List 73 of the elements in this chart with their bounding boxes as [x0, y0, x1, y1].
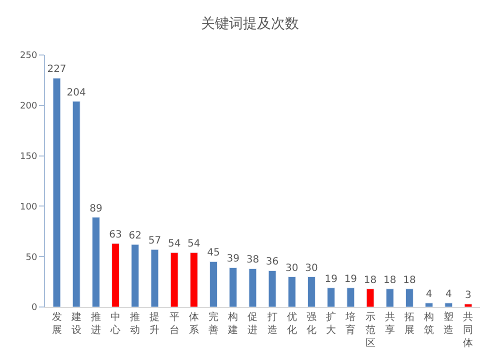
data-label: 54	[168, 238, 181, 250]
bar	[210, 261, 218, 307]
x-tick-label: 提升	[150, 311, 160, 336]
bar	[268, 270, 276, 307]
bar	[248, 268, 257, 307]
data-label: 18	[384, 274, 396, 286]
bar	[405, 288, 414, 307]
x-tick-label: 塑造	[444, 311, 454, 336]
data-label: 18	[403, 274, 416, 286]
bar	[464, 304, 472, 307]
y-tick-label: 100	[20, 202, 38, 212]
x-tick-label: 完善	[208, 311, 219, 336]
bar	[425, 302, 434, 307]
x-tick-label: 建设	[70, 311, 82, 336]
x-tick-label: 扩大	[326, 311, 336, 336]
x-tick-label: 发展	[52, 312, 62, 336]
bar	[131, 244, 140, 307]
bar	[72, 101, 80, 307]
bar	[386, 288, 394, 307]
data-label: 30	[305, 262, 318, 274]
data-label: 38	[246, 254, 260, 266]
x-tick-label: 体系	[188, 311, 199, 336]
bar	[288, 276, 296, 307]
bar	[346, 288, 355, 307]
data-label: 204	[66, 87, 86, 98]
x-tick-label: 强化	[306, 312, 316, 336]
data-label: 57	[148, 236, 162, 247]
data-label: 227	[47, 64, 66, 76]
chart-title: 关键词提及次数	[201, 16, 299, 32]
data-label: 3	[465, 290, 472, 301]
bar	[112, 243, 120, 307]
x-tick-label: 示范区	[365, 312, 376, 349]
data-label: 30	[286, 262, 298, 274]
bar	[52, 78, 61, 307]
data-label: 19	[344, 274, 358, 285]
bar	[92, 217, 100, 307]
bar	[366, 288, 374, 307]
x-tick-label: 促进	[248, 312, 258, 336]
x-tick-label: 培育	[344, 311, 356, 336]
x-tick-label: 打造	[266, 311, 278, 336]
bar	[150, 249, 159, 307]
bar	[170, 252, 178, 307]
x-tick-label: 推动	[130, 311, 140, 336]
data-label: 4	[426, 288, 432, 300]
x-tick-label: 优化	[286, 312, 297, 336]
data-label: 63	[109, 230, 122, 240]
bar	[327, 288, 336, 307]
data-label: 36	[266, 256, 279, 268]
x-tick-label: 推进	[90, 311, 101, 336]
y-tick-label: 150	[20, 152, 38, 162]
data-label: 39	[226, 254, 240, 265]
bar	[308, 276, 316, 307]
x-tick-label: 共享	[384, 311, 395, 336]
x-tick-label: 拓展	[403, 311, 414, 336]
y-tick-label: 50	[26, 252, 38, 263]
data-label: 45	[207, 248, 220, 259]
y-tick-label: 250	[20, 51, 38, 62]
data-label: 18	[364, 274, 377, 286]
x-tick-label: 平台	[169, 312, 180, 336]
x-tick-label: 中心	[110, 311, 121, 336]
data-label: 19	[324, 274, 338, 285]
y-tick-label: 0	[31, 303, 38, 314]
bar	[229, 267, 238, 307]
x-tick-label: 共同体	[463, 311, 474, 349]
data-label: 4	[445, 288, 452, 300]
data-label: 89	[90, 203, 102, 214]
x-tick-label: 构建	[227, 311, 238, 336]
x-tick-label: 构筑	[423, 311, 434, 336]
bar	[190, 252, 198, 307]
bar	[444, 302, 453, 307]
data-label: 62	[128, 230, 142, 242]
y-tick-label: 200	[20, 102, 38, 112]
data-label: 54	[188, 238, 200, 250]
